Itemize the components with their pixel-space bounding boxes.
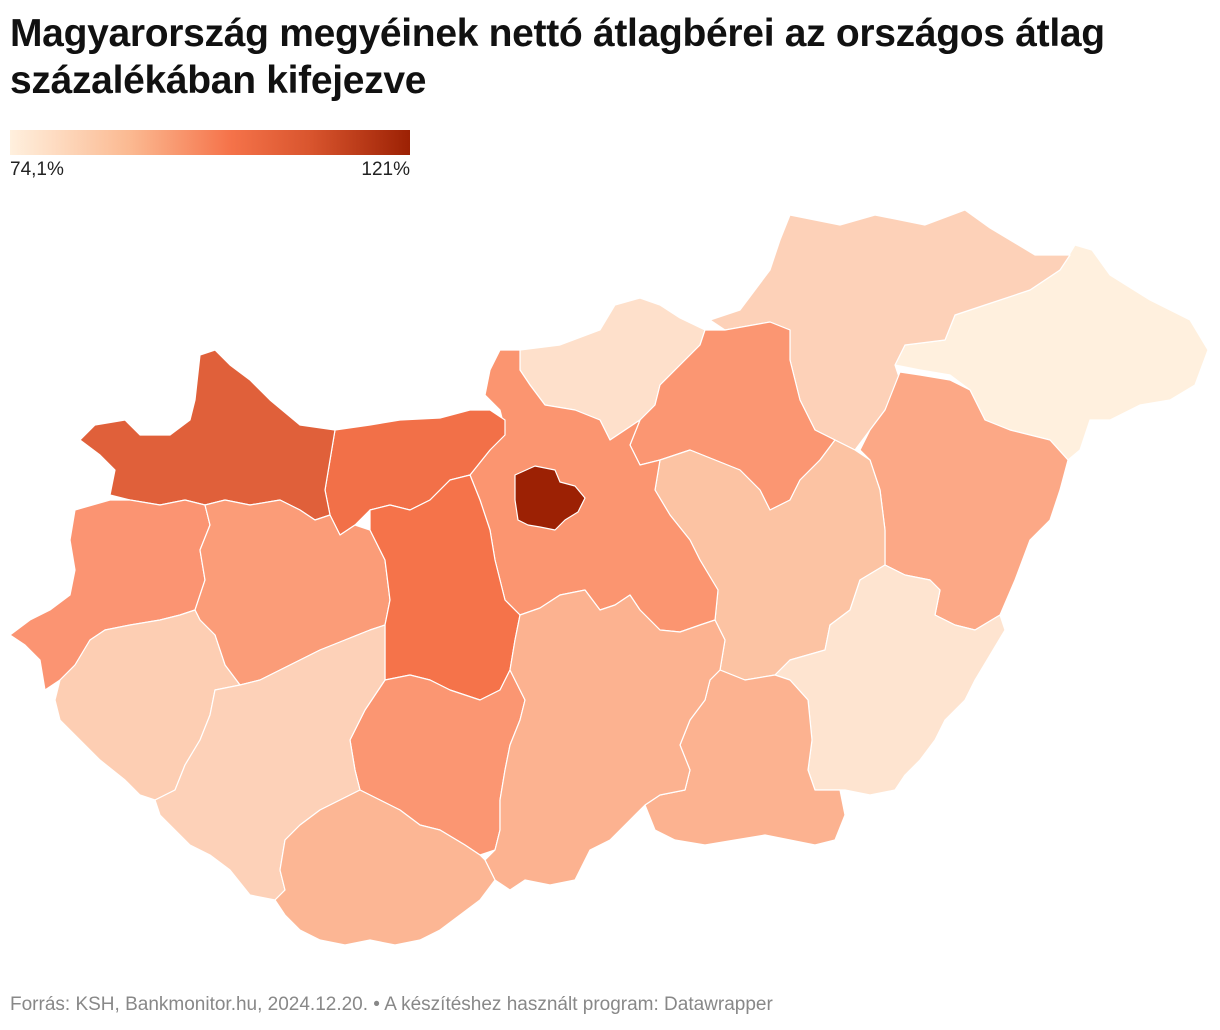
- chart-title: Magyarország megyéinek nettó átlagbérei …: [10, 12, 1105, 102]
- hungary-county-map: [9, 209, 1209, 946]
- source-note: Forrás: KSH, Bankmonitor.hu, 2024.12.20.…: [10, 994, 773, 1015]
- color-legend: 74,1% 121%: [10, 130, 410, 181]
- legend-max-label: 121%: [361, 159, 410, 180]
- legend-gradient-bar: [10, 130, 410, 155]
- region-budapest[interactable]: [514, 465, 586, 531]
- region-gyor-moson-sopron[interactable]: [79, 349, 336, 521]
- region-bacs-kiskun[interactable]: [484, 589, 726, 891]
- legend-min-label: 74,1%: [10, 159, 64, 180]
- region-bekes[interactable]: [774, 564, 1006, 796]
- region-baranya[interactable]: [274, 789, 496, 946]
